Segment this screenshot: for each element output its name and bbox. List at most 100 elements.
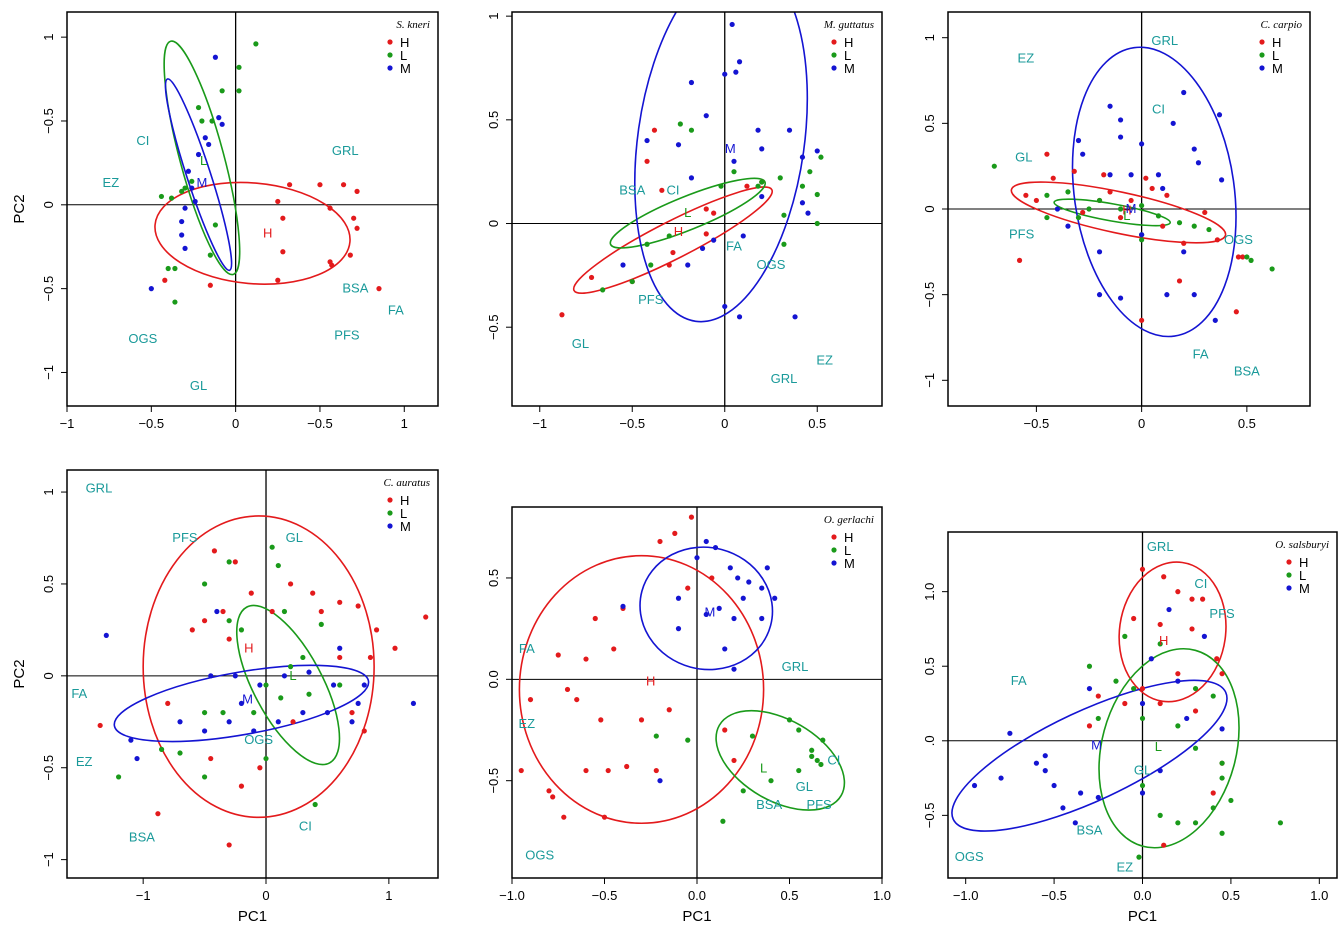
point-M	[772, 595, 778, 601]
point-L	[251, 709, 257, 716]
point-H	[1023, 192, 1029, 198]
point-H	[672, 530, 678, 536]
x-tick-label: −1	[136, 888, 151, 903]
point-M	[1086, 685, 1093, 692]
point-H	[1200, 596, 1206, 602]
point-H	[1189, 596, 1195, 602]
y-tick-label: −0.5	[922, 282, 937, 308]
ellipse-L	[163, 40, 241, 276]
point-M	[281, 673, 288, 679]
legend-marker-M	[387, 523, 393, 529]
point-L	[786, 717, 793, 723]
point-L	[1210, 693, 1216, 699]
point-H	[1202, 209, 1208, 216]
point-L	[1113, 678, 1119, 684]
habitat-label: OGS	[757, 257, 786, 272]
habitat-label: GL	[190, 378, 207, 393]
point-L	[115, 774, 122, 780]
point-M	[201, 728, 208, 734]
point-L	[212, 222, 218, 228]
x-tick-label: 0.5	[780, 888, 798, 903]
centroid-label-H: H	[1159, 633, 1168, 648]
point-M	[1139, 141, 1145, 147]
point-M	[1080, 151, 1086, 157]
centroid-label-L: L	[684, 205, 691, 220]
point-L	[777, 175, 783, 181]
y-tick-label: −0.5	[41, 108, 56, 134]
point-H	[226, 636, 232, 642]
point-H	[1033, 197, 1039, 204]
point-H	[248, 590, 254, 596]
point-M	[805, 210, 811, 216]
point-L	[275, 562, 281, 569]
point-M	[324, 709, 331, 716]
legend-marker-L	[1286, 572, 1292, 578]
point-M	[1128, 172, 1134, 178]
legend-label-M: M	[844, 61, 855, 76]
point-M	[703, 113, 709, 119]
point-H	[280, 249, 286, 255]
point-L	[189, 178, 195, 184]
point-L	[238, 627, 245, 633]
point-H	[1175, 589, 1181, 595]
plot-frame	[66, 11, 439, 407]
point-H	[592, 615, 598, 622]
point-H	[546, 788, 552, 794]
point-M	[688, 79, 695, 86]
point-H	[588, 274, 595, 281]
x-tick-label: 0.5	[808, 416, 826, 431]
point-M	[1181, 249, 1187, 255]
point-M	[746, 579, 752, 585]
point-H	[337, 599, 343, 605]
point-L	[991, 163, 997, 169]
point-L	[820, 737, 826, 743]
point-M	[1201, 633, 1207, 639]
point-H	[373, 627, 380, 633]
point-H	[207, 282, 213, 288]
point-H	[290, 719, 296, 725]
point-M	[1148, 656, 1154, 662]
point-L	[1086, 663, 1093, 669]
point-M	[1184, 715, 1190, 722]
point-M	[722, 303, 728, 310]
habitat-label: FA	[726, 238, 742, 253]
point-H	[1086, 723, 1093, 729]
x-tick-label: 0.0	[1133, 888, 1151, 903]
point-H	[1143, 175, 1149, 181]
point-L	[759, 179, 765, 185]
x-tick-label: 1.0	[1310, 888, 1328, 903]
point-M	[306, 669, 312, 675]
point-M	[699, 245, 706, 251]
y-tick-label: 0.5	[922, 114, 937, 132]
point-H	[220, 608, 226, 615]
point-M	[206, 141, 212, 148]
point-L	[281, 608, 288, 615]
legend-marker-H	[831, 534, 837, 540]
point-M	[1160, 185, 1166, 192]
habitat-label: GL	[1015, 150, 1032, 165]
legend-label-H: H	[1299, 555, 1308, 570]
habitat-label: BSA	[1234, 364, 1260, 379]
point-M	[740, 595, 746, 601]
point-H	[731, 757, 737, 764]
point-M	[759, 146, 765, 152]
point-M	[1191, 292, 1197, 298]
point-H	[1131, 615, 1137, 622]
point-M	[731, 615, 737, 622]
point-H	[1240, 254, 1246, 260]
legend-label-H: H	[844, 530, 853, 545]
point-L	[172, 299, 178, 305]
point-M	[1042, 753, 1048, 759]
habitat-label: OGS	[1224, 232, 1253, 247]
point-L	[220, 709, 226, 716]
point-H	[1095, 693, 1101, 699]
point-H	[349, 709, 355, 716]
point-M	[799, 154, 806, 160]
point-L	[731, 169, 737, 175]
point-M	[694, 555, 700, 561]
point-M	[1191, 146, 1197, 152]
x-tick-label: −0.5	[1041, 888, 1067, 903]
point-M	[814, 148, 820, 154]
point-M	[688, 175, 695, 181]
